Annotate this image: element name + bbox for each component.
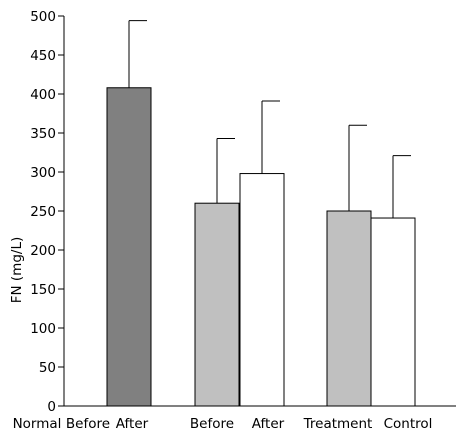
y-tick-label: 250 [30,204,56,220]
bar [106,87,152,407]
y-axis-ticks: 0 50 100 150 200 250 300 350 400 450 500 [30,9,64,415]
y-tick-label: 100 [30,321,56,337]
y-tick-label: 0 [47,399,56,415]
x-category-label: After [116,416,149,432]
y-tick-label: 300 [30,165,56,181]
y-tick-label: 350 [30,126,56,142]
x-axis-labels: Normal Before After Before After Treatment Con… [13,416,433,432]
y-tick-label: 450 [30,48,56,64]
x-category-label: Before [190,416,234,432]
bar [194,202,240,407]
x-category-label: Treatment [303,416,373,432]
bar [370,217,416,407]
x-category-label: After [252,416,285,432]
bar [239,173,285,407]
error-bars [128,20,411,219]
bars [106,87,416,407]
x-category-label: Control [384,416,433,432]
x-category-label: Normal [13,416,62,432]
y-tick-label: 50 [39,360,56,376]
bar [326,210,372,407]
y-axis-title: FN (mg/L) [9,237,25,303]
x-category-label: Before [66,416,110,432]
y-tick-label: 150 [30,282,56,298]
y-tick-label: 500 [30,9,56,25]
y-tick-label: 400 [30,87,56,103]
y-tick-label: 200 [30,243,56,259]
